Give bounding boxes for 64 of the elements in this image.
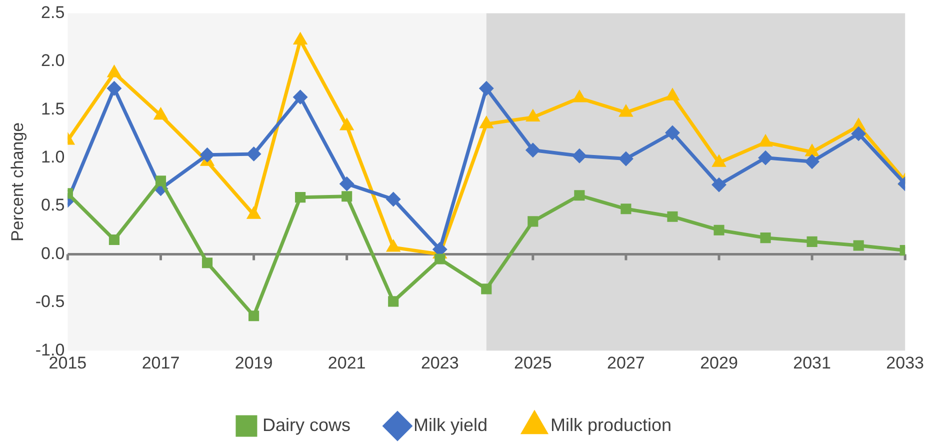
y-tick-label: 2.5 [41, 2, 65, 22]
point [107, 82, 121, 96]
legend-label: Dairy cows [262, 414, 350, 435]
point [620, 204, 632, 214]
point [248, 310, 260, 322]
point [294, 33, 306, 44]
point [202, 258, 213, 268]
x-tick-label: 2017 [142, 353, 180, 372]
point [712, 156, 726, 167]
y-tick-label: -0.5 [35, 292, 65, 312]
point [712, 178, 726, 192]
y-tick-label: 0.5 [41, 196, 65, 215]
point [248, 208, 260, 219]
point [386, 192, 400, 206]
point [806, 145, 818, 156]
point [666, 126, 680, 140]
point [572, 149, 586, 163]
point [294, 90, 308, 104]
point [480, 117, 492, 128]
x-tick-label: 2027 [607, 353, 645, 372]
point [852, 126, 866, 140]
point [247, 147, 261, 161]
point [155, 176, 166, 186]
point [480, 82, 494, 96]
point [108, 234, 120, 246]
point [667, 211, 678, 222]
legend-label: Milk yield [413, 414, 488, 435]
point [574, 190, 585, 201]
y-tick-label: 1.0 [41, 147, 65, 166]
legend-label: Milk production [550, 414, 672, 435]
point [805, 154, 819, 168]
point [340, 119, 353, 130]
point [620, 106, 632, 117]
point [387, 240, 400, 252]
point [573, 91, 586, 102]
x-tick-label: 2025 [514, 353, 552, 372]
point [853, 240, 864, 251]
x-tick-label: 2023 [420, 353, 459, 372]
point [434, 254, 446, 264]
point [295, 192, 306, 203]
x-tick-label: 2029 [700, 353, 738, 372]
point [760, 232, 771, 244]
point [342, 191, 352, 202]
point [619, 152, 633, 166]
y-tick-label: 1.5 [41, 99, 65, 118]
point [108, 66, 120, 78]
y-tick-label: 2.0 [41, 51, 65, 70]
y-axis-title: Percent change [8, 122, 27, 242]
point [200, 148, 214, 162]
point [526, 143, 540, 157]
x-tick-label: 2033 [886, 353, 924, 372]
point [388, 296, 399, 307]
point [481, 284, 492, 294]
x-tick-label: 2031 [793, 353, 831, 372]
point [528, 216, 538, 227]
point [852, 119, 865, 130]
y-tick-label: 0.0 [41, 244, 65, 263]
x-tick-label: 2021 [328, 353, 366, 372]
x-tick-label: 2019 [234, 353, 273, 372]
point [758, 151, 772, 165]
point [714, 224, 724, 236]
point [806, 236, 818, 247]
point [666, 89, 679, 100]
point [340, 177, 354, 191]
